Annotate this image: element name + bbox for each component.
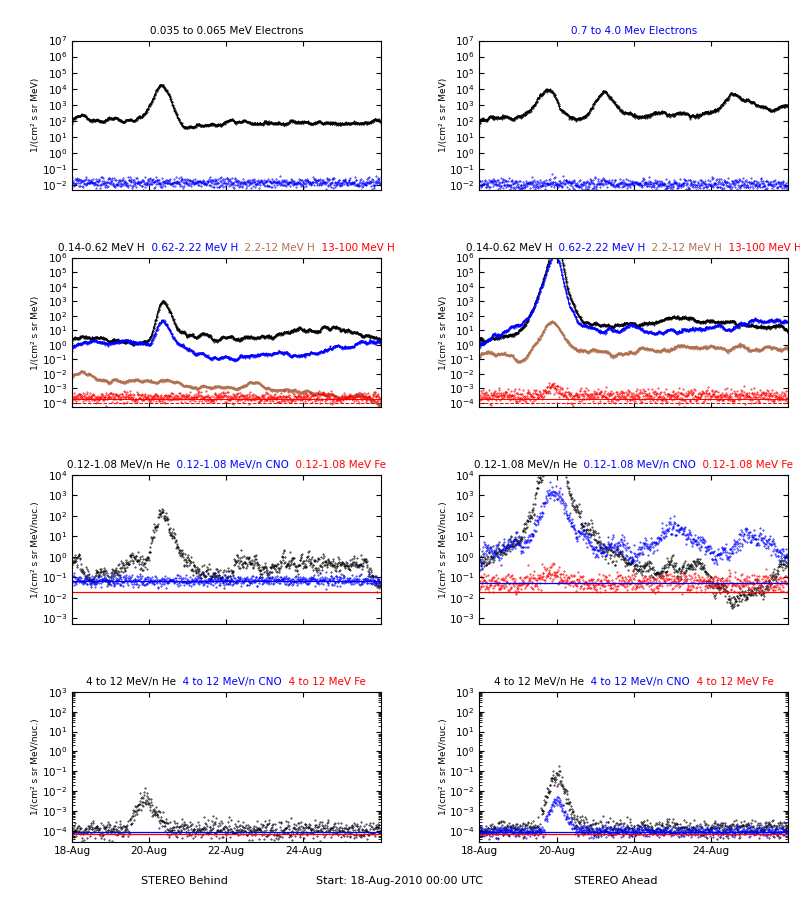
Text: 0.12-1.08 MeV Fe: 0.12-1.08 MeV Fe <box>289 460 386 470</box>
Text: 0.62-2.22 MeV H: 0.62-2.22 MeV H <box>552 243 646 253</box>
Y-axis label: 1/(cm² s sr MeV): 1/(cm² s sr MeV) <box>438 78 448 152</box>
Text: STEREO Ahead: STEREO Ahead <box>574 876 658 886</box>
Text: STEREO Behind: STEREO Behind <box>141 876 227 886</box>
Text: 4 to 12 MeV/n CNO: 4 to 12 MeV/n CNO <box>584 678 690 688</box>
Y-axis label: 1/(cm² s sr MeV/nuc.): 1/(cm² s sr MeV/nuc.) <box>438 718 447 815</box>
Y-axis label: 1/(cm² s sr MeV/nuc.): 1/(cm² s sr MeV/nuc.) <box>31 718 40 815</box>
Text: 4 to 12 MeV/n He: 4 to 12 MeV/n He <box>494 678 584 688</box>
Text: 13-100 MeV H: 13-100 MeV H <box>722 243 800 253</box>
Y-axis label: 1/(cm² s sr MeV): 1/(cm² s sr MeV) <box>31 78 40 152</box>
Y-axis label: 1/(cm² s sr MeV): 1/(cm² s sr MeV) <box>438 295 447 370</box>
Y-axis label: 1/(cm² s sr MeV/nuc.): 1/(cm² s sr MeV/nuc.) <box>31 501 40 598</box>
Text: 0.12-1.08 MeV/n CNO: 0.12-1.08 MeV/n CNO <box>170 460 289 470</box>
Text: 4 to 12 MeV/n He: 4 to 12 MeV/n He <box>86 678 177 688</box>
Text: 0.14-0.62 MeV H: 0.14-0.62 MeV H <box>58 243 145 253</box>
Y-axis label: 1/(cm² s sr MeV): 1/(cm² s sr MeV) <box>31 295 40 370</box>
Text: 0.12-1.08 MeV/n He: 0.12-1.08 MeV/n He <box>474 460 578 470</box>
Y-axis label: 1/(cm² s sr MeV/nuc.): 1/(cm² s sr MeV/nuc.) <box>438 501 448 598</box>
Text: 2.2-12 MeV H: 2.2-12 MeV H <box>238 243 314 253</box>
Text: 0.12-1.08 MeV/n He: 0.12-1.08 MeV/n He <box>67 460 170 470</box>
Text: 4 to 12 MeV/n CNO: 4 to 12 MeV/n CNO <box>177 678 282 688</box>
Text: 0.035 to 0.065 MeV Electrons: 0.035 to 0.065 MeV Electrons <box>150 26 303 36</box>
Text: 4 to 12 MeV Fe: 4 to 12 MeV Fe <box>690 678 774 688</box>
Text: 0.14-0.62 MeV H: 0.14-0.62 MeV H <box>466 243 552 253</box>
Text: 0.12-1.08 MeV Fe: 0.12-1.08 MeV Fe <box>696 460 793 470</box>
Text: 0.7 to 4.0 Mev Electrons: 0.7 to 4.0 Mev Electrons <box>570 26 697 36</box>
Text: 0.62-2.22 MeV H: 0.62-2.22 MeV H <box>145 243 238 253</box>
Text: Start: 18-Aug-2010 00:00 UTC: Start: 18-Aug-2010 00:00 UTC <box>317 876 483 886</box>
Text: 4 to 12 MeV Fe: 4 to 12 MeV Fe <box>282 678 366 688</box>
Text: 13-100 MeV H: 13-100 MeV H <box>314 243 394 253</box>
Text: 2.2-12 MeV H: 2.2-12 MeV H <box>646 243 722 253</box>
Text: 0.12-1.08 MeV/n CNO: 0.12-1.08 MeV/n CNO <box>578 460 696 470</box>
